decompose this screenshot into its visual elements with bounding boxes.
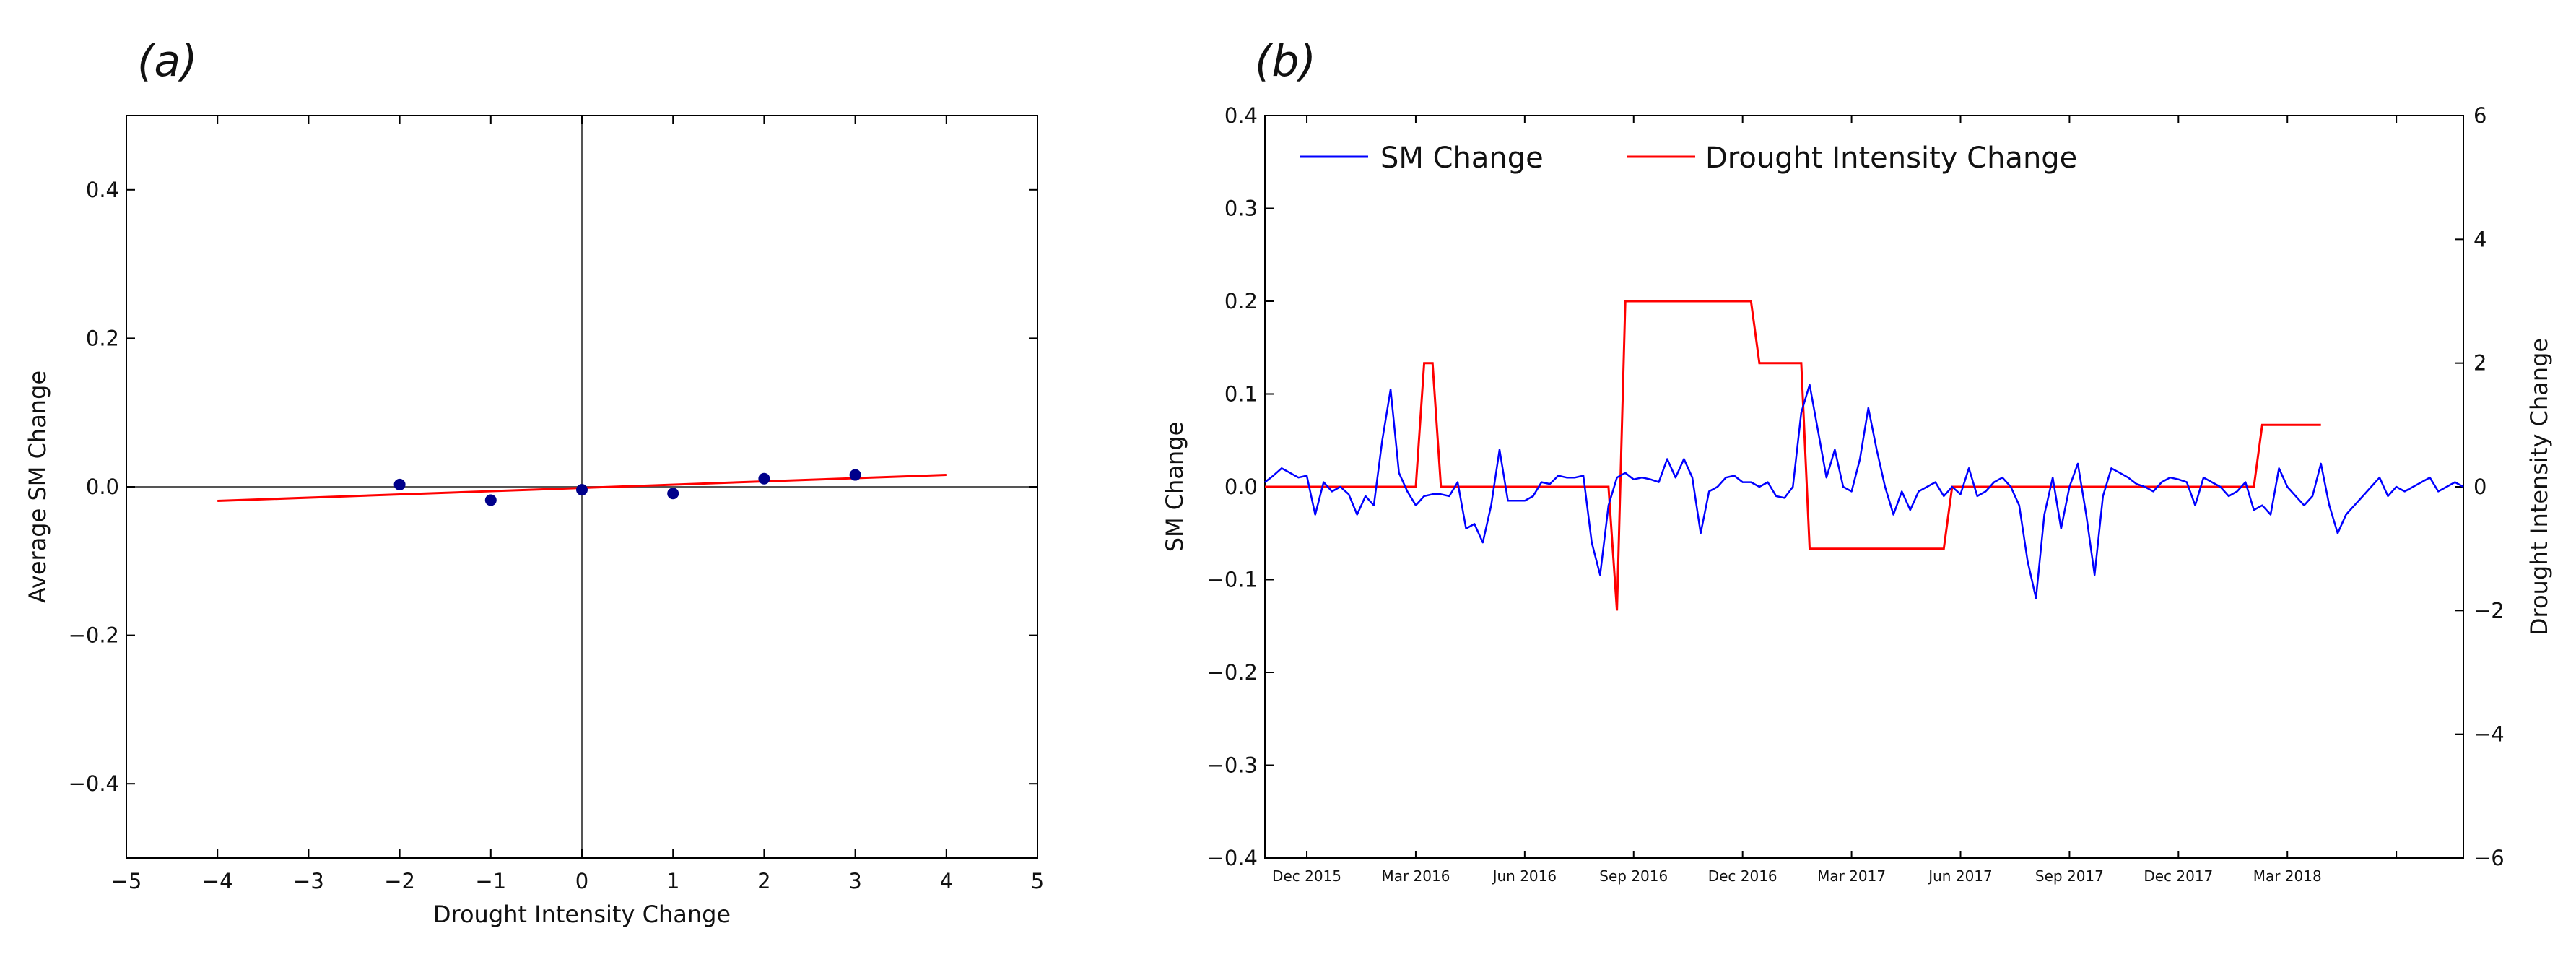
x-tick-label: 3 [848, 869, 861, 893]
scatter-point [484, 494, 497, 506]
x-tick-label: −4 [202, 869, 233, 893]
x-tick-label: Mar 2018 [2253, 867, 2322, 885]
y-tick-label: 0.0 [86, 474, 119, 499]
scatter-points-a [393, 469, 861, 506]
x-tick-label: 1 [666, 869, 679, 893]
panel-label-b: (b) [1255, 36, 1316, 87]
scatter-point [758, 472, 770, 485]
y2-tick-label: −4 [2473, 722, 2505, 747]
x-tick-label: 2 [757, 869, 770, 893]
drought-intensity-change-line [1265, 300, 2321, 611]
y-tick-label: −0.2 [1207, 660, 1258, 685]
x-tick-label: Dec 2015 [1272, 867, 1341, 885]
legend-b: SM Change Drought Intensity Change [1300, 142, 2077, 175]
y-tick-label: 0.1 [1224, 382, 1258, 407]
y-tick-label: 0.4 [86, 178, 119, 202]
x-tick-label: −3 [293, 869, 324, 893]
x-tick-label: −5 [111, 869, 142, 893]
y-tick-label: 0.3 [1224, 196, 1258, 221]
line-chart-b: −0.4 −0.3 −0.2 −0.1 0.0 0.1 0.2 0.3 0.4 −6 −4 −2 0 2 4… [1161, 103, 2553, 885]
y-axis-label-b: SM Change [1161, 422, 1188, 552]
x-tick-label: −1 [475, 869, 506, 893]
sm-change-line [1264, 384, 2464, 599]
y2-tick-label: −2 [2473, 598, 2505, 623]
y2-tick-label: 0 [2473, 474, 2486, 499]
x-axis-label-a: Drought Intensity Change [433, 901, 731, 928]
axis-ticks-b: −0.4 −0.3 −0.2 −0.1 0.0 0.1 0.2 0.3 0.4 −6 −4 −2 0 2 4… [1207, 103, 2505, 885]
x-tick-label: Sep 2016 [1599, 867, 1668, 885]
x-tick-label: Jun 2016 [1492, 867, 1557, 885]
scatter-point [849, 469, 861, 481]
axis-ticks-a: −5 −4 −3 −2 −1 0 1 2 3 4 5 −0.4 −0.2 0.0 0.2 0.4 [69, 116, 1044, 893]
y2-tick-label: 4 [2473, 227, 2486, 251]
y2-tick-label: 6 [2473, 103, 2486, 128]
x-tick-label: Mar 2017 [1817, 867, 1886, 885]
x-tick-label: Jun 2017 [1927, 867, 1993, 885]
x-tick-label: 4 [940, 869, 953, 893]
y-tick-label: −0.1 [1207, 568, 1258, 592]
x-tick-label: Mar 2016 [1381, 867, 1450, 885]
legend-label-drought-intensity-change: Drought Intensity Change [1705, 142, 2077, 175]
y2-tick-label: −6 [2473, 846, 2505, 870]
y-tick-label: −0.4 [1207, 846, 1258, 870]
y-tick-label: 0.0 [1224, 474, 1258, 499]
y-tick-label: −0.3 [1207, 753, 1258, 778]
x-tick-label: Dec 2017 [2144, 867, 2213, 885]
scatter-point [393, 478, 406, 490]
y-tick-label: 0.2 [86, 326, 119, 350]
panel-label-a: (a) [137, 36, 198, 87]
x-tick-label: Dec 2016 [1708, 867, 1777, 885]
series-lines-b [1264, 300, 2464, 611]
y-tick-label: 0.4 [1224, 103, 1258, 128]
scatter-chart-a: −5 −4 −3 −2 −1 0 1 2 3 4 5 −0.4 −0.2 0.0 0.2 0.4 Drough… [24, 115, 1044, 928]
x-tick-label: −2 [384, 869, 415, 893]
x-tick-label: Sep 2017 [2035, 867, 2104, 885]
legend-label-sm-change: SM Change [1380, 142, 1544, 175]
y-tick-label: −0.2 [69, 623, 119, 648]
y2-axis-label-b: Drought Intensity Change [2525, 338, 2553, 636]
x-tick-label: 5 [1031, 869, 1044, 893]
y-tick-label: 0.2 [1224, 289, 1258, 313]
y2-tick-label: 2 [2473, 351, 2486, 376]
scatter-point [576, 484, 588, 496]
y-axis-label-a: Average SM Change [24, 370, 51, 603]
y-tick-label: −0.4 [69, 771, 119, 796]
scatter-point [667, 488, 679, 500]
x-tick-label: 0 [575, 869, 588, 893]
